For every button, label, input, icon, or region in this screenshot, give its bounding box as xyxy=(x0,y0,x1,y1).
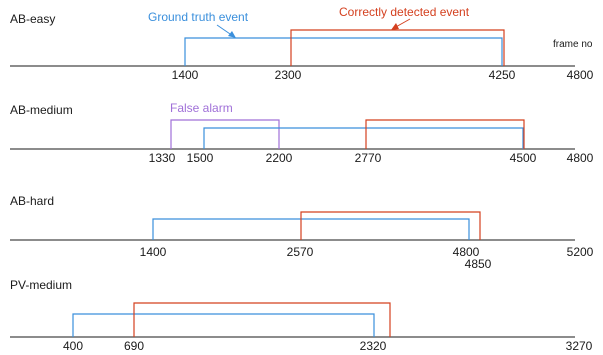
tick-label: 1500 xyxy=(187,151,214,165)
tick-label: 2320 xyxy=(360,339,387,353)
axis-max-label: 5200 xyxy=(567,245,594,259)
tick-label: 1400 xyxy=(140,245,167,259)
tick-label: 2200 xyxy=(266,151,293,165)
tick-label: 1330 xyxy=(149,151,176,165)
axis-max-label: 3270 xyxy=(566,339,593,353)
interval-ground-truth xyxy=(72,313,375,337)
label-ground-truth: Ground truth event xyxy=(148,10,249,24)
tick-label: 4500 xyxy=(510,151,537,165)
row-title-ab-easy: AB-easy xyxy=(10,12,55,26)
tick-label: 2770 xyxy=(355,151,382,165)
arrowhead-detected xyxy=(391,23,399,30)
interval-detected xyxy=(300,211,481,240)
interval-detected xyxy=(133,302,391,337)
row-title-pv-medium: PV-medium xyxy=(10,278,72,292)
tick-label: 4850 xyxy=(465,257,492,271)
tick-label: 690 xyxy=(124,339,144,353)
interval-ground-truth xyxy=(203,127,524,149)
tick-label: 2570 xyxy=(287,245,314,259)
arrowhead-ground-truth xyxy=(228,31,236,38)
interval-detected xyxy=(365,119,525,149)
tick-label: 4250 xyxy=(489,68,516,82)
label-false-alarm: False alarm xyxy=(170,101,233,115)
tick-label: 4800 xyxy=(453,245,480,259)
tick-label: 2300 xyxy=(275,68,302,82)
interval-ground-truth xyxy=(184,37,503,66)
label-detected: Correctly detected event xyxy=(339,5,470,19)
tick-label: 400 xyxy=(63,339,83,353)
interval-false-alarm xyxy=(170,119,280,149)
tick-label: 1400 xyxy=(172,68,199,82)
axis-max-label: 4800 xyxy=(567,151,594,165)
axis-max-label: 4800 xyxy=(567,68,594,82)
frame-axis-label: frame no xyxy=(553,39,593,50)
row-title-ab-hard: AB-hard xyxy=(10,194,54,208)
row-title-ab-medium: AB-medium xyxy=(10,103,73,117)
interval-detected xyxy=(290,29,505,66)
interval-ground-truth xyxy=(152,218,470,240)
